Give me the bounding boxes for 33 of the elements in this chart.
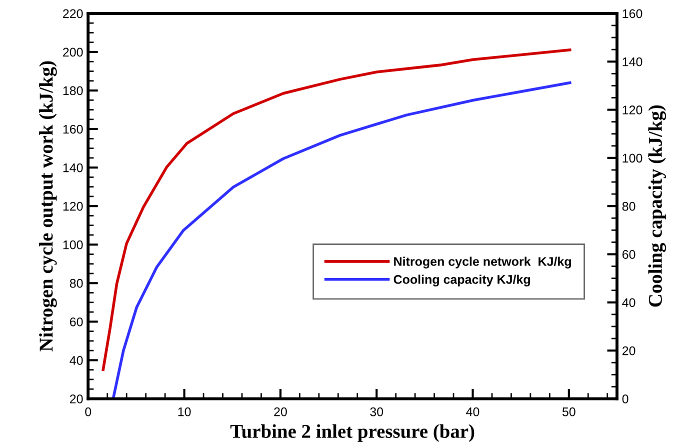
legend-label: Nitrogen cycle network KJ/kg bbox=[394, 256, 571, 268]
y2-tick-label: 160 bbox=[622, 9, 642, 18]
y2-tick-label: 0 bbox=[622, 394, 628, 404]
y2-tick-label: 100 bbox=[622, 154, 642, 163]
x-tick-label: 0 bbox=[85, 407, 92, 416]
y-tick-label: 180 bbox=[63, 86, 83, 96]
y2-tick-label: 80 bbox=[622, 202, 636, 211]
y-tick-label: 40 bbox=[70, 356, 83, 365]
y-tick-label: 220 bbox=[63, 9, 83, 18]
y-tick-label: 60 bbox=[70, 317, 83, 326]
y-tick-label: 20 bbox=[70, 394, 83, 404]
y2-tick-label: 120 bbox=[622, 106, 642, 114]
legend-label: Cooling capacity KJ/kg bbox=[394, 274, 530, 286]
line-series bbox=[102, 48, 572, 372]
y-tick-label: 80 bbox=[70, 278, 83, 288]
x-tick-label: 50 bbox=[562, 407, 576, 416]
y2-tick-label: 20 bbox=[622, 346, 636, 356]
x-tick-label: 20 bbox=[274, 407, 287, 416]
y2-tick-label: 40 bbox=[622, 298, 636, 308]
x-tick-label: 40 bbox=[466, 407, 480, 416]
y-tick-label: 200 bbox=[63, 48, 83, 57]
y2-tick-label: 60 bbox=[622, 250, 636, 259]
y-axis-title: Nitrogen cycle output work (kJ/kg) bbox=[39, 61, 57, 352]
y2-tick-label: 140 bbox=[622, 57, 642, 66]
y-tick-label: 120 bbox=[63, 202, 83, 211]
y2-axis-title: Cooling capacity (kJ/kg) bbox=[648, 105, 666, 307]
x-tick-label: 10 bbox=[178, 407, 191, 416]
y-tick-label: 160 bbox=[63, 124, 83, 134]
y-tick-label: 140 bbox=[63, 163, 83, 172]
line-series bbox=[112, 81, 572, 399]
x-axis-title: Turbine 2 inlet pressure (bar) bbox=[230, 424, 474, 442]
y-tick-label: 100 bbox=[63, 240, 83, 250]
x-tick-label: 30 bbox=[370, 407, 384, 416]
